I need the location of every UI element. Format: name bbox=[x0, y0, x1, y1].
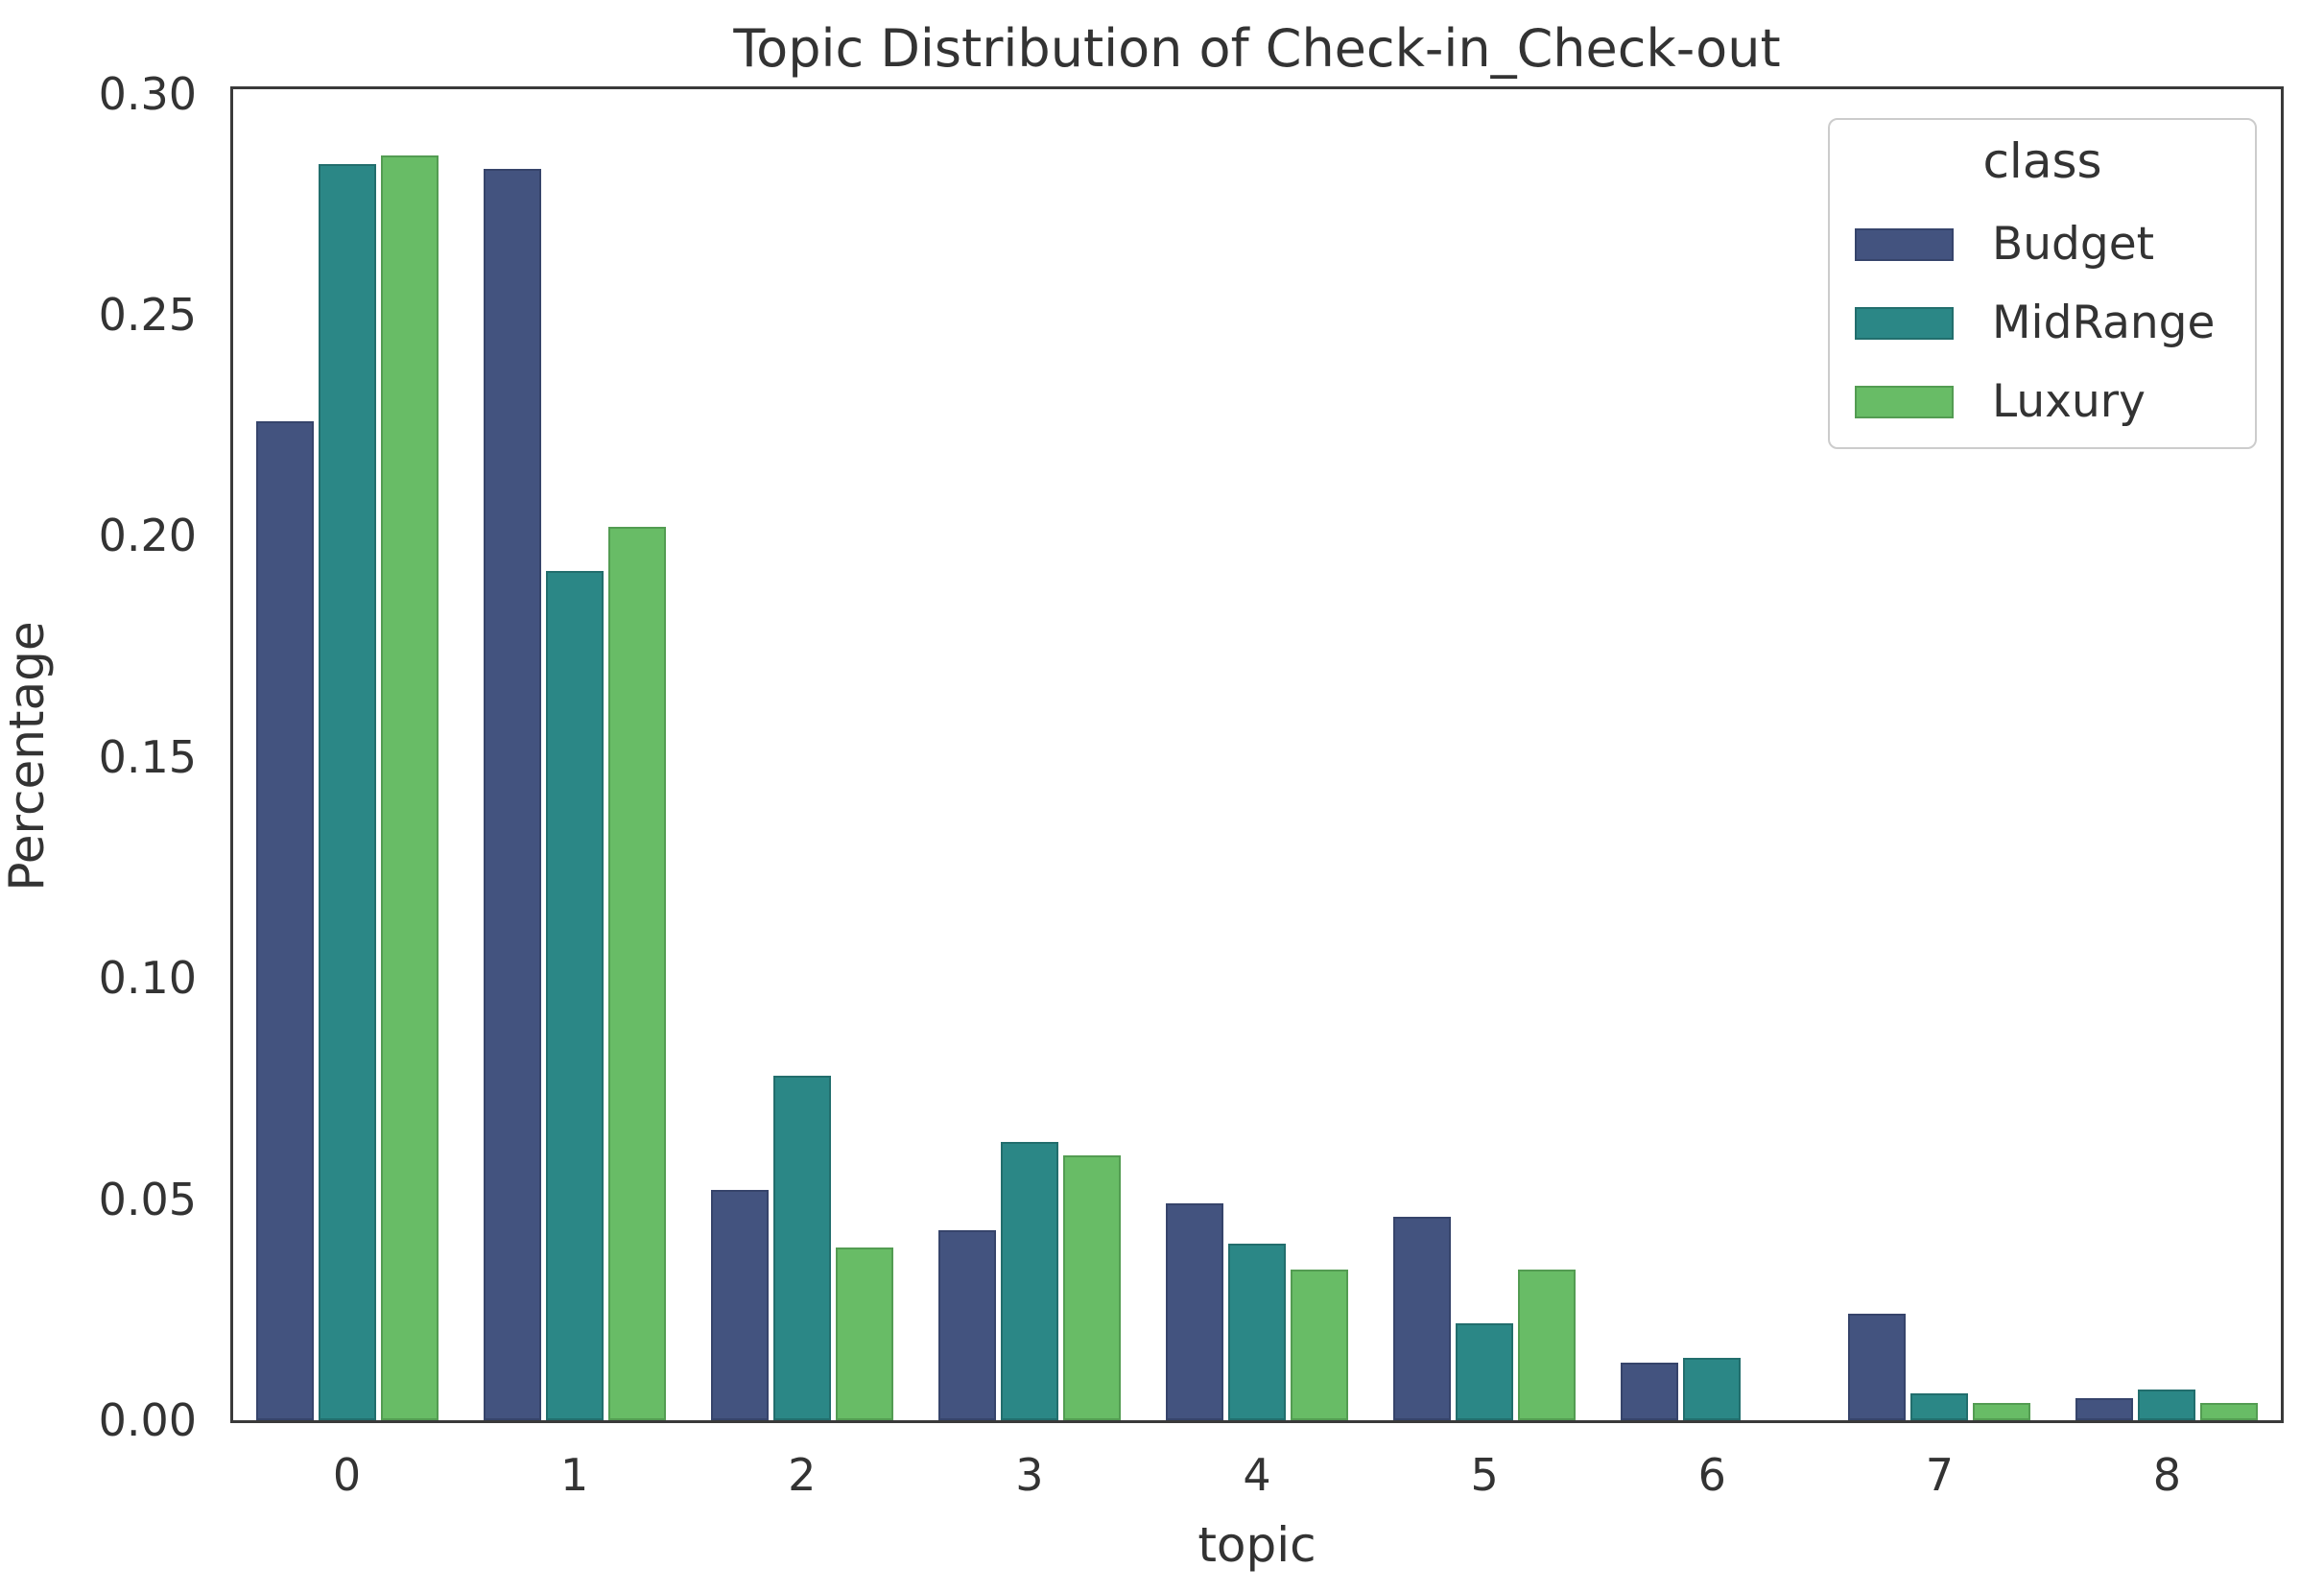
y-tick-label: 0.00 bbox=[98, 1394, 197, 1446]
x-axis-label: topic bbox=[1198, 1517, 1316, 1573]
bar-budget-topic-8 bbox=[2075, 1398, 2134, 1420]
chart-title: Topic Distribution of Check-in_Check-out bbox=[733, 18, 1781, 79]
y-axis-label: Percentage bbox=[0, 621, 55, 891]
bar-luxury-topic-8 bbox=[2200, 1403, 2259, 1420]
legend-title: class bbox=[1982, 133, 2102, 189]
legend-item-luxury: Luxury bbox=[1855, 373, 2146, 431]
bar-luxury-topic-5 bbox=[1518, 1270, 1577, 1420]
bar-midrange-topic-2 bbox=[772, 1076, 831, 1420]
legend-item-midrange: MidRange bbox=[1855, 295, 2215, 352]
x-tick-label: 0 bbox=[332, 1449, 362, 1501]
legend-label-budget: Budget bbox=[1992, 218, 2155, 271]
x-tick-label: 4 bbox=[1243, 1449, 1271, 1501]
bar-budget-topic-4 bbox=[1166, 1203, 1223, 1420]
bar-group-topic-0 bbox=[255, 89, 439, 1420]
bar-budget-topic-6 bbox=[1621, 1363, 1679, 1420]
x-tick-label: 5 bbox=[1470, 1449, 1499, 1501]
bar-budget-topic-7 bbox=[1848, 1314, 1907, 1420]
bar-midrange-topic-3 bbox=[1000, 1142, 1058, 1420]
x-tick-label: 6 bbox=[1697, 1449, 1726, 1501]
bar-midrange-topic-0 bbox=[318, 164, 376, 1420]
x-tick-label: 2 bbox=[788, 1449, 817, 1501]
bar-budget-topic-0 bbox=[255, 421, 314, 1420]
legend-label-luxury: Luxury bbox=[1992, 375, 2146, 428]
bar-group-topic-5 bbox=[1393, 89, 1577, 1420]
bar-midrange-topic-8 bbox=[2138, 1390, 2196, 1420]
bar-midrange-topic-4 bbox=[1228, 1244, 1286, 1420]
bar-midrange-topic-6 bbox=[1683, 1358, 1742, 1420]
legend-label-midrange: MidRange bbox=[1992, 297, 2216, 349]
bar-budget-topic-5 bbox=[1393, 1217, 1452, 1420]
bar-luxury-topic-2 bbox=[835, 1247, 893, 1420]
x-tick-label: 1 bbox=[560, 1449, 589, 1501]
bar-budget-topic-3 bbox=[937, 1230, 996, 1420]
bar-group-topic-7 bbox=[1848, 89, 2031, 1420]
y-tick-label: 0.10 bbox=[98, 952, 197, 1005]
bar-midrange-topic-1 bbox=[545, 571, 604, 1420]
legend-swatch-midrange bbox=[1855, 307, 1954, 340]
plot-area bbox=[233, 89, 2281, 1420]
bar-luxury-topic-4 bbox=[1291, 1270, 1348, 1420]
bar-budget-topic-1 bbox=[483, 169, 541, 1420]
bar-luxury-topic-0 bbox=[380, 155, 439, 1420]
legend-swatch-luxury bbox=[1855, 386, 1954, 418]
bar-group-topic-8 bbox=[2075, 89, 2259, 1420]
y-tick-label: 0.20 bbox=[98, 510, 197, 562]
x-tick-label: 3 bbox=[1015, 1449, 1044, 1501]
bar-luxury-topic-1 bbox=[607, 527, 666, 1420]
x-tick-label: 7 bbox=[1925, 1449, 1954, 1501]
bar-luxury-topic-7 bbox=[1973, 1403, 2031, 1420]
bar-group-topic-3 bbox=[937, 89, 1121, 1420]
x-tick-label: 8 bbox=[2152, 1449, 2182, 1501]
bar-budget-topic-2 bbox=[710, 1190, 769, 1420]
legend-item-budget: Budget bbox=[1855, 216, 2154, 273]
y-tick-label: 0.25 bbox=[98, 289, 197, 341]
y-tick-label: 0.30 bbox=[98, 67, 197, 120]
bar-luxury-topic-3 bbox=[1062, 1155, 1121, 1420]
legend-swatch-budget bbox=[1855, 228, 1954, 261]
y-tick-label: 0.15 bbox=[98, 730, 197, 783]
bar-group-topic-1 bbox=[483, 89, 666, 1420]
legend: class Budget MidRange Luxury bbox=[1828, 118, 2257, 449]
bar-group-topic-4 bbox=[1166, 89, 1348, 1420]
bar-group-topic-2 bbox=[710, 89, 893, 1420]
y-tick-label: 0.05 bbox=[98, 1173, 197, 1225]
bar-group-topic-6 bbox=[1621, 89, 1803, 1420]
bar-midrange-topic-5 bbox=[1456, 1323, 1514, 1420]
bar-midrange-topic-7 bbox=[1910, 1393, 1969, 1420]
